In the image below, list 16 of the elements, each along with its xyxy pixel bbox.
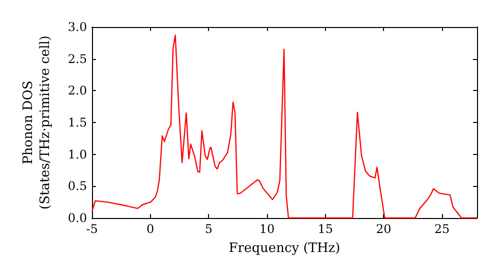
y-tick-label: 2.5 (68, 52, 87, 66)
x-axis-title: Frequency (THz) (228, 241, 340, 256)
x-tick-label: 5 (204, 222, 212, 236)
y-axis-title: Phonon DOS (States/THz·primitive cell) (21, 35, 53, 210)
x-tick-label: -5 (86, 222, 98, 236)
y-tick-label: 1.0 (68, 147, 87, 162)
y-tick-label: 0.5 (68, 179, 87, 194)
x-tick-label: 20 (376, 222, 392, 236)
y-tick-label: 2.0 (68, 84, 87, 98)
y-tick-label: 0.0 (68, 211, 87, 225)
y-tick-label: 3.0 (68, 20, 87, 34)
x-tick-label: 25 (434, 222, 450, 236)
x-tick-label: 10 (259, 222, 275, 236)
x-tick-label: 0 (146, 222, 154, 236)
y-tick-label: 1.5 (68, 116, 87, 130)
x-tick-label: 15 (318, 222, 333, 236)
